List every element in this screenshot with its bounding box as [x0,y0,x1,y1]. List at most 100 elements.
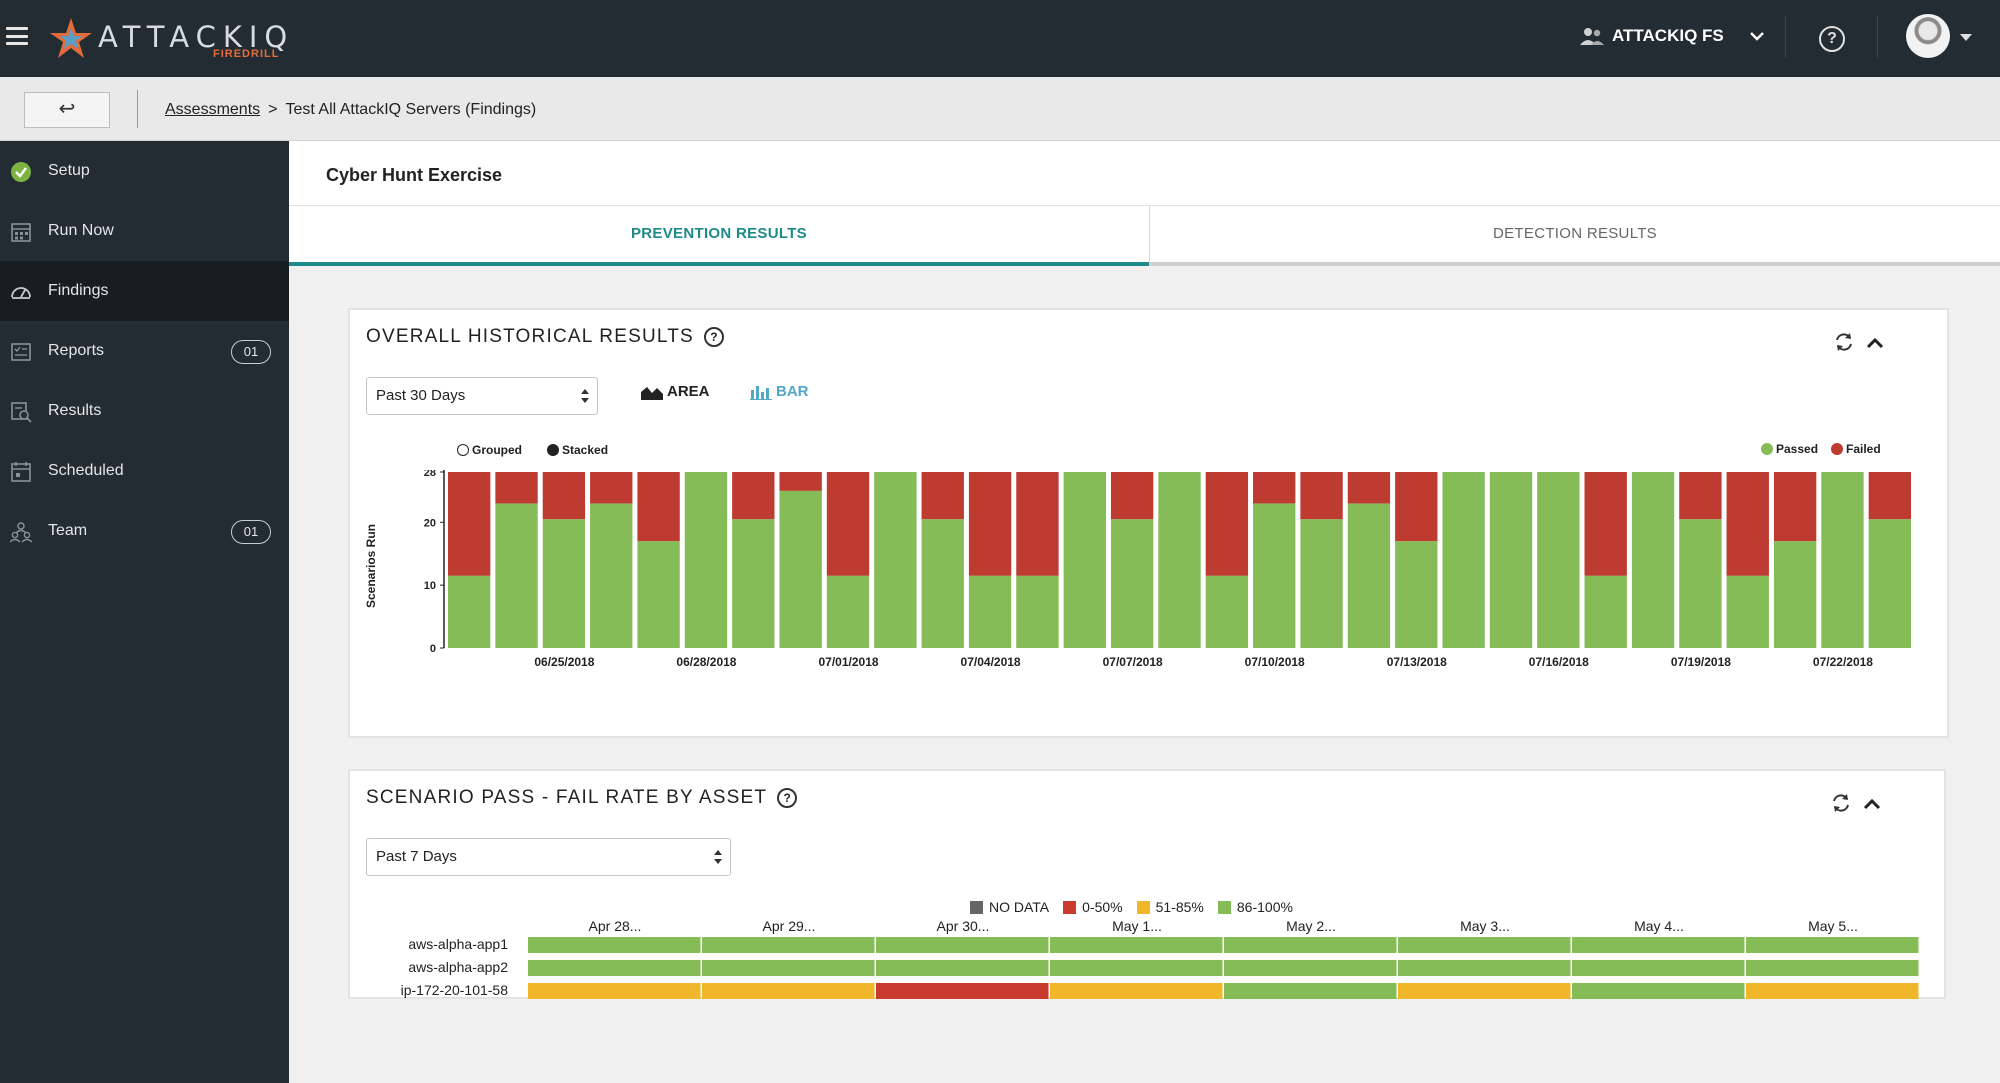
organization-selector[interactable]: ATTACKIQ FS [1580,26,1764,46]
bar-failed[interactable] [542,472,586,520]
bar-passed[interactable] [1773,541,1817,648]
refresh-icon[interactable] [1834,332,1854,352]
help-icon[interactable]: ? [777,788,798,808]
bar-failed[interactable] [1584,472,1627,576]
bar-passed[interactable] [1016,575,1059,648]
help-icon[interactable]: ? [1819,26,1845,52]
heatmap-cell[interactable] [1746,960,1919,976]
bar-failed[interactable] [732,472,775,520]
bar-passed[interactable] [590,503,633,648]
bar-passed[interactable] [1631,472,1675,648]
refresh-icon[interactable] [1831,793,1851,813]
heatmap-cell[interactable] [1398,983,1571,999]
tab-prevention-results[interactable]: PREVENTION RESULTS [289,206,1149,266]
bar-passed[interactable] [448,575,491,648]
bar-failed[interactable] [448,472,491,576]
bar-passed[interactable] [1395,541,1438,648]
bar-passed[interactable] [1205,575,1249,648]
sidebar-item-results[interactable]: Results [0,381,289,441]
tab-detection-results[interactable]: DETECTION RESULTS [1149,206,2000,266]
help-icon[interactable]: ? [703,327,724,347]
user-avatar[interactable] [1906,14,1950,58]
heatmap-cell[interactable] [528,937,701,953]
bar-failed[interactable] [495,472,538,504]
sidebar-item-setup[interactable]: Setup [0,141,289,201]
hamburger-menu-icon[interactable] [6,27,28,45]
collapse-chevron-up-icon[interactable] [1863,798,1881,810]
bar-failed[interactable] [1726,472,1769,576]
bar-failed[interactable] [826,472,870,576]
bar-passed[interactable] [1253,503,1296,648]
bar-failed[interactable] [1679,472,1722,520]
bar-passed[interactable] [1489,472,1533,648]
back-button[interactable]: ↩ [24,92,110,128]
bar-passed[interactable] [1063,472,1106,648]
bar-passed[interactable] [921,519,964,648]
bar-passed[interactable] [637,541,680,648]
heatmap-cell[interactable] [528,983,701,999]
heatmap-cell[interactable] [1224,937,1397,953]
heatmap-cell[interactable] [702,983,875,999]
bar-passed[interactable] [1584,575,1627,648]
bar-failed[interactable] [1347,472,1391,504]
area-chart-toggle[interactable]: AREA [641,383,710,400]
heatmap-cell[interactable] [702,960,875,976]
heatmap-cell[interactable] [1050,983,1223,999]
bar-passed[interactable] [1300,519,1343,648]
heatmap-cell[interactable] [876,983,1049,999]
bar-failed[interactable] [590,472,633,504]
bar-failed[interactable] [1253,472,1296,504]
bar-passed[interactable] [1442,472,1485,648]
heatmap-cell[interactable] [1224,983,1397,999]
sidebar-item-run-now[interactable]: Run Now [0,201,289,261]
sidebar-item-findings[interactable]: Findings [0,261,289,321]
heatmap-cell[interactable] [702,937,875,953]
heatmap-cell[interactable] [528,960,701,976]
bar-passed[interactable] [1726,575,1769,648]
bar-passed[interactable] [1679,519,1722,648]
heatmap-cell[interactable] [1572,937,1745,953]
bar-chart-toggle[interactable]: BAR [750,383,809,400]
bar-failed[interactable] [1016,472,1059,576]
heatmap-cell[interactable] [1398,960,1571,976]
bar-failed[interactable] [1868,472,1911,520]
caret-down-icon[interactable] [1960,34,1972,41]
heatmap-cell[interactable] [1398,937,1571,953]
bar-passed[interactable] [1821,472,1864,648]
heatmap-cell[interactable] [1746,983,1919,999]
bar-passed[interactable] [1347,503,1391,648]
sidebar-item-team[interactable]: Team 01 [0,501,289,561]
historical-range-select[interactable]: Past 30 Days [366,377,598,415]
bar-passed[interactable] [542,519,586,648]
breadcrumb-assessments-link[interactable]: Assessments [165,101,261,118]
sidebar-item-reports[interactable]: Reports 01 [0,321,289,381]
asset-range-select[interactable]: Past 7 Days [366,838,731,876]
bar-failed[interactable] [1205,472,1249,576]
bar-passed[interactable] [1537,472,1580,648]
bar-failed[interactable] [921,472,964,520]
heatmap-cell[interactable] [876,937,1049,953]
bar-passed[interactable] [684,472,728,648]
bar-passed[interactable] [1158,472,1201,648]
bar-passed[interactable] [1868,519,1911,648]
bar-passed[interactable] [1110,519,1154,648]
bar-failed[interactable] [637,472,680,542]
bar-failed[interactable] [1395,472,1438,542]
heatmap-cell[interactable] [876,960,1049,976]
stacked-radio[interactable]: Stacked [547,443,608,457]
bar-passed[interactable] [732,519,775,648]
bar-passed[interactable] [968,575,1012,648]
heatmap-cell[interactable] [1224,960,1397,976]
bar-passed[interactable] [495,503,538,648]
bar-failed[interactable] [968,472,1012,576]
bar-failed[interactable] [1110,472,1154,520]
grouped-radio[interactable]: Grouped [457,443,522,457]
heatmap-cell[interactable] [1050,960,1223,976]
collapse-chevron-up-icon[interactable] [1866,337,1884,349]
bar-passed[interactable] [826,575,870,648]
heatmap-cell[interactable] [1572,960,1745,976]
heatmap-cell[interactable] [1050,937,1223,953]
bar-failed[interactable] [1773,472,1817,542]
heatmap-cell[interactable] [1572,983,1745,999]
bar-passed[interactable] [779,490,822,648]
